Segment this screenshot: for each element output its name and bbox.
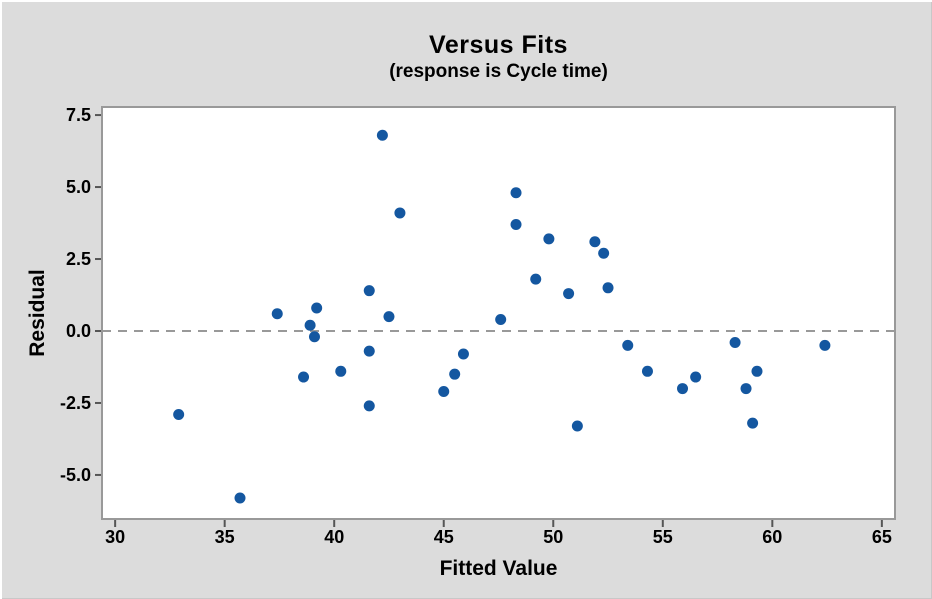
- data-point: [271, 308, 283, 320]
- x-tick-label: 30: [105, 527, 125, 547]
- data-point: [677, 383, 689, 395]
- data-point: [530, 273, 542, 285]
- data-point: [311, 302, 323, 314]
- data-point: [304, 319, 316, 331]
- data-point: [510, 187, 522, 199]
- data-point: [589, 236, 601, 248]
- data-point: [438, 385, 450, 397]
- data-point: [308, 331, 320, 343]
- data-point: [449, 368, 461, 380]
- data-point: [234, 492, 246, 504]
- data-point: [495, 313, 507, 325]
- data-point: [571, 420, 583, 432]
- y-tick-label: -5.0: [60, 465, 91, 485]
- data-point: [363, 285, 375, 297]
- data-point: [641, 365, 653, 377]
- data-point: [383, 311, 395, 323]
- y-tick-label: 2.5: [66, 249, 91, 269]
- data-point: [729, 337, 741, 349]
- data-point: [563, 288, 575, 300]
- y-tick-label: 5.0: [66, 177, 91, 197]
- data-point: [298, 371, 310, 383]
- data-point: [622, 339, 634, 351]
- data-point: [690, 371, 702, 383]
- data-point: [602, 282, 614, 294]
- x-tick-label: 35: [215, 527, 235, 547]
- x-tick-label: 50: [543, 527, 563, 547]
- data-point: [543, 233, 555, 245]
- chart-title: Versus Fits: [429, 31, 568, 59]
- data-point: [363, 345, 375, 357]
- data-point: [363, 400, 375, 412]
- data-point: [394, 207, 406, 219]
- data-point: [457, 348, 469, 360]
- y-tick-label: -2.5: [60, 393, 91, 413]
- x-axis-title: Fitted Value: [439, 557, 558, 580]
- x-tick-label: 40: [324, 527, 344, 547]
- x-tick-label: 60: [762, 527, 782, 547]
- y-tick-label: 0.0: [66, 321, 91, 341]
- data-point: [335, 365, 347, 377]
- plot-frame: [101, 106, 896, 520]
- data-point: [819, 339, 831, 351]
- data-point: [173, 408, 185, 420]
- data-point: [598, 247, 610, 259]
- data-point: [751, 365, 763, 377]
- x-tick-label: 55: [653, 527, 673, 547]
- y-tick-label: 7.5: [66, 105, 91, 125]
- x-tick-label: 45: [434, 527, 454, 547]
- data-point: [740, 383, 752, 395]
- data-point: [510, 218, 522, 230]
- data-point: [747, 417, 759, 429]
- chart-subtitle: (response is Cycle time): [389, 61, 608, 82]
- x-tick-label: 65: [872, 527, 892, 547]
- data-point: [376, 129, 388, 141]
